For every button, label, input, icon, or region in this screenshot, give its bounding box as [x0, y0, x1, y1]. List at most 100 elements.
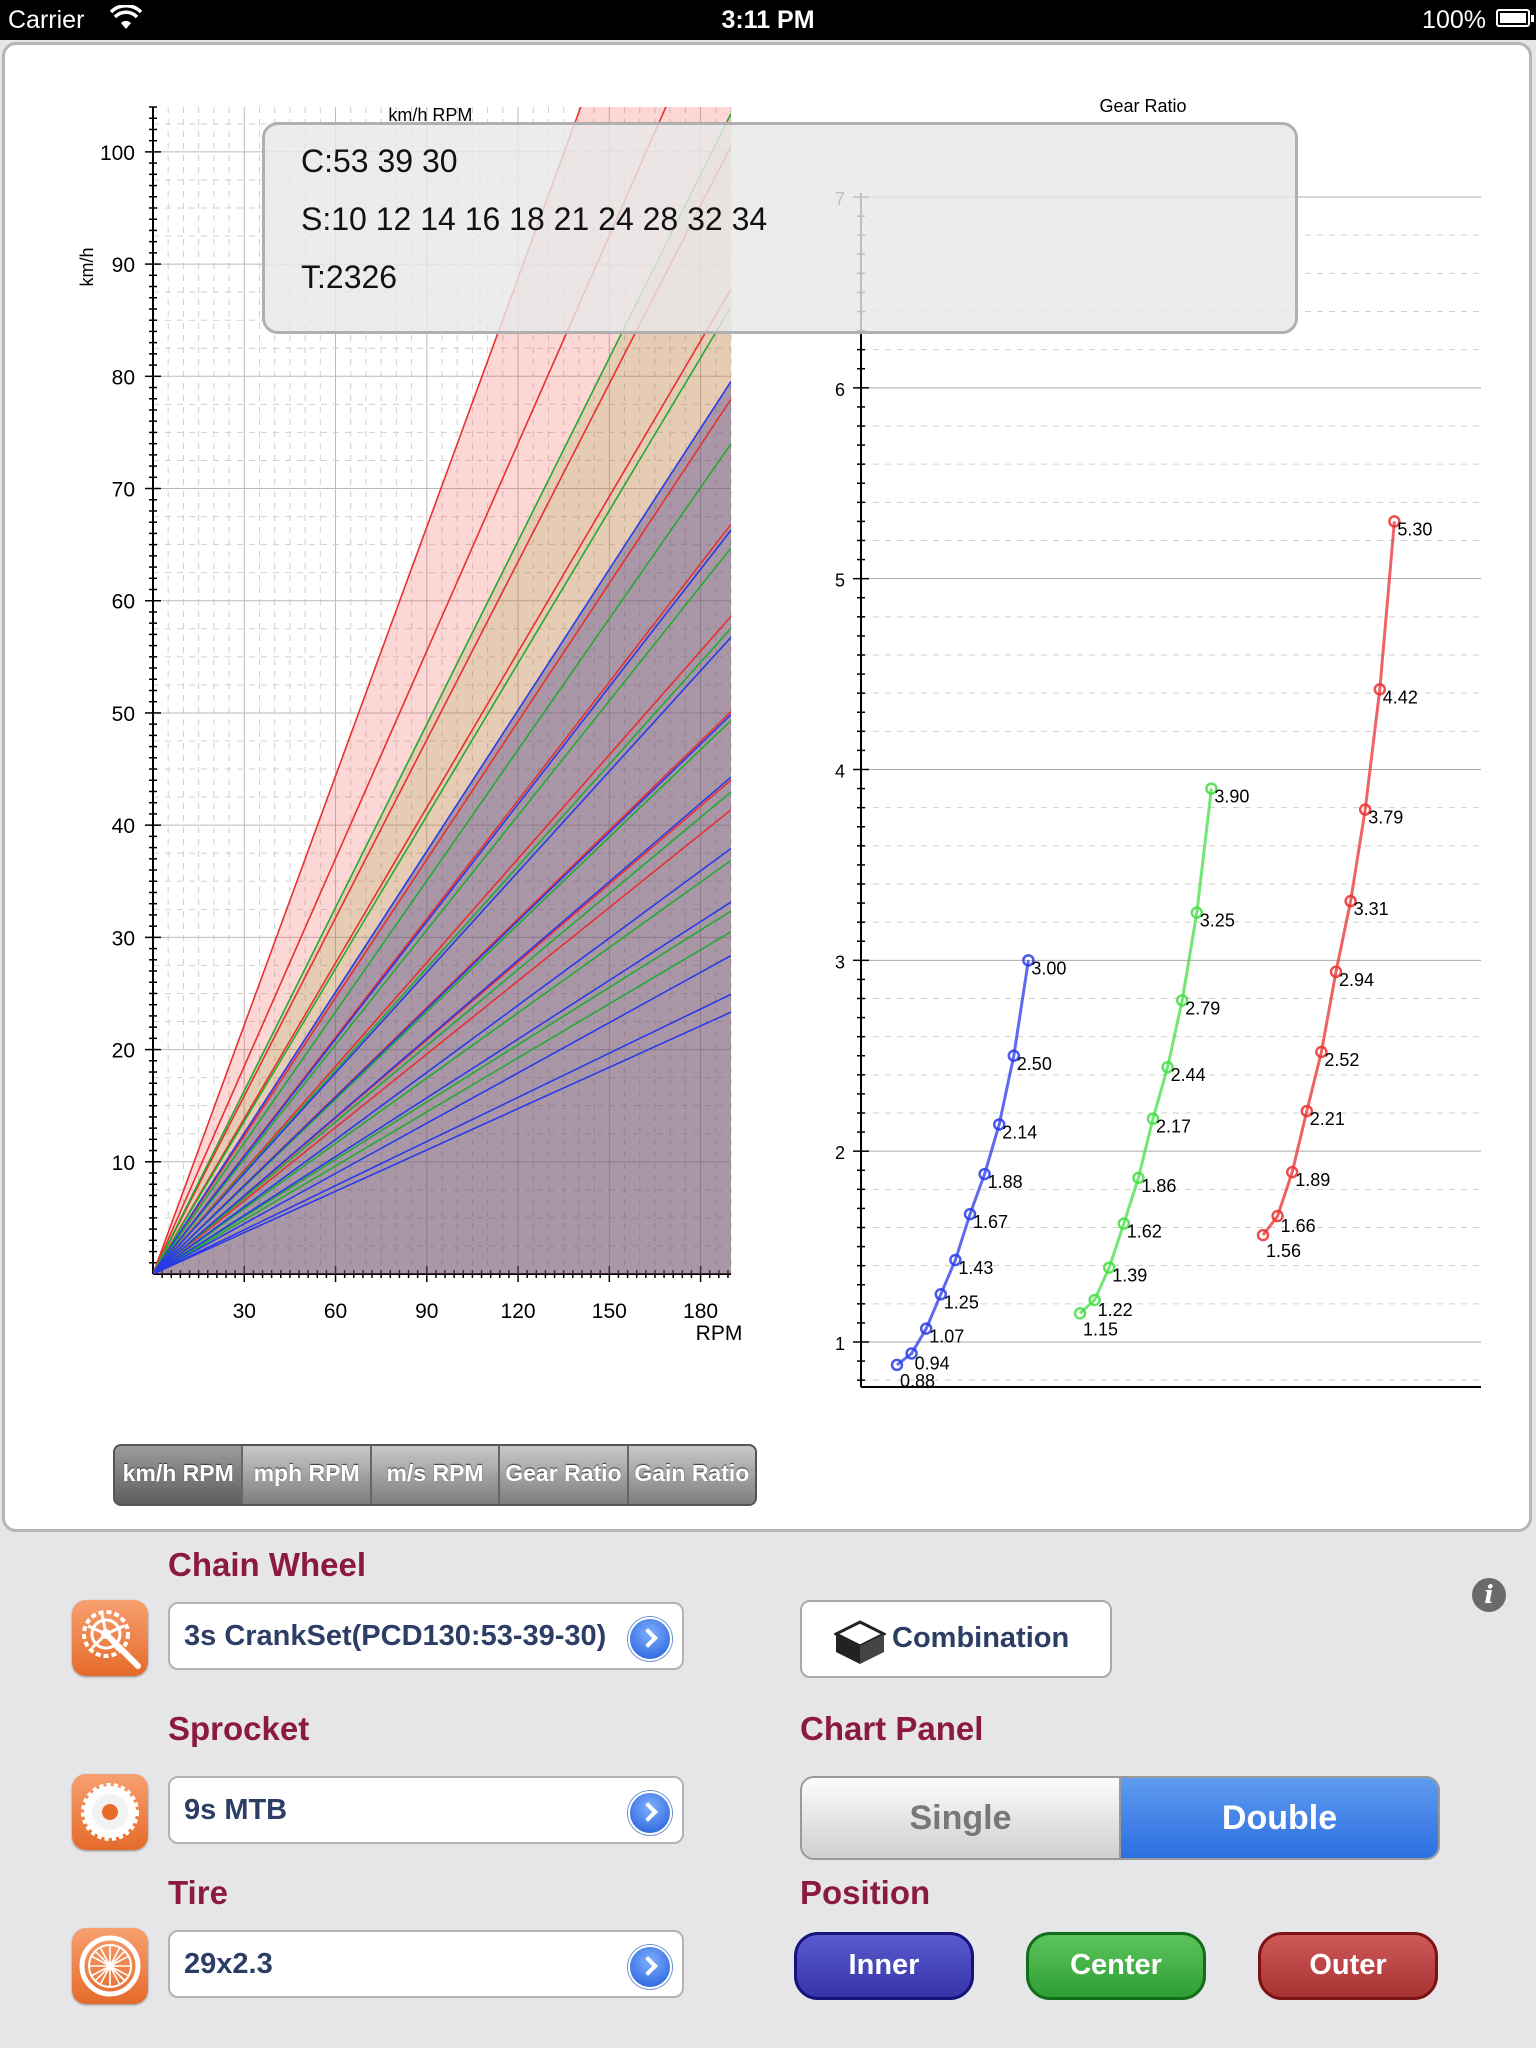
y-tick-label: 80 [112, 366, 135, 389]
gear-ratio-label: 3.90 [1214, 787, 1249, 807]
gear-ratio-label: 5.30 [1397, 519, 1432, 539]
gear-ratio-label: 1.07 [929, 1327, 964, 1347]
chart2-grid [853, 196, 1481, 1381]
speed-line [153, 529, 731, 1274]
sprocket-icon[interactable] [72, 1774, 148, 1850]
speed-line [153, 627, 731, 1274]
position-label: Position [800, 1874, 931, 1911]
chevron-right-icon[interactable] [628, 1945, 672, 1989]
tire-value: 29x2.3 [184, 1948, 273, 1980]
tire-selector[interactable]: 29x2.3 [168, 1930, 684, 1998]
chart-panel-label: Chart Panel [800, 1710, 984, 1747]
segment-single[interactable]: Single [802, 1778, 1121, 1858]
gear-ratio-label: 1.22 [1098, 1300, 1133, 1320]
gear-ratio-point [1175, 994, 1189, 1007]
speed-line [153, 809, 731, 1274]
speed-line [153, 1011, 731, 1274]
tab-gain-ratio[interactable]: Gain Ratio [634, 1460, 750, 1486]
gear-ratio-point [1088, 1293, 1101, 1307]
battery-percent: 100% [1422, 6, 1486, 34]
x-tick-label: 120 [501, 1300, 536, 1323]
gear-ratio-point [1190, 906, 1204, 919]
gear-ratio-label: 0.88 [900, 1371, 935, 1391]
segment-double[interactable]: Double [1121, 1778, 1438, 1858]
x-tick-label: 30 [233, 1300, 256, 1323]
gear-ratio-label: 2.14 [1002, 1122, 1037, 1142]
gear-ratio-point [1022, 954, 1035, 967]
gear-ratio-point [978, 1167, 991, 1181]
gear-ratio-point [1117, 1217, 1131, 1230]
gear-ratio-label: 2.94 [1339, 970, 1374, 990]
gear-ratio-series [1073, 782, 1218, 1320]
chevron-right-icon[interactable] [628, 1791, 672, 1835]
speed-line [153, 636, 731, 1274]
crankset-icon[interactable] [72, 1600, 148, 1676]
chart1-title: km/h RPM [388, 105, 472, 125]
chart2-title: Gear Ratio [1099, 96, 1186, 116]
gear-ratio-label: 1.25 [944, 1292, 979, 1312]
gear-ratio-series [890, 954, 1035, 1372]
tab-mph-rpm[interactable]: mph RPM [243, 1446, 372, 1504]
speed-line [153, 306, 731, 1274]
gear-ratio-label: 3.25 [1200, 911, 1235, 931]
gear-ratio-point [934, 1288, 948, 1301]
y-tick-label: 1 [835, 1334, 845, 1354]
gear-ratio-label: 3.00 [1031, 958, 1066, 978]
tab-km-h-rpm[interactable]: km/h RPM [115, 1446, 244, 1504]
speed-line [153, 859, 731, 1274]
chain-wheel-value: 3s CrankSet(PCD130:53-39-30) [184, 1620, 607, 1652]
info-icon[interactable]: i [1472, 1578, 1506, 1612]
cube-icon [834, 1620, 886, 1664]
gear-ratio-point [1146, 1112, 1160, 1125]
speed-line [153, 901, 731, 1274]
chain-wheel-selector[interactable]: 3s CrankSet(PCD130:53-39-30) [168, 1602, 684, 1670]
gear-ratio-line [1261, 521, 1396, 1237]
gear-ratio-label: 2.21 [1310, 1109, 1345, 1129]
y-tick-label: 70 [112, 479, 135, 502]
gear-ratio-label: 3.31 [1354, 899, 1389, 919]
y-tick-label: 20 [112, 1040, 135, 1063]
tire-label: Tire [168, 1874, 228, 1911]
speed-line [153, 145, 731, 1274]
x-tick-label: 150 [592, 1300, 627, 1323]
gear-ratio-label: 2.50 [1017, 1054, 1052, 1074]
y-tick-label: 4 [835, 762, 845, 782]
sprocket-selector[interactable]: 9s MTB [168, 1776, 684, 1844]
gear-ratio-label: 1.89 [1295, 1170, 1330, 1190]
speed-line [153, 714, 731, 1274]
gear-ratio-label: 1.67 [973, 1212, 1008, 1232]
inner-button[interactable]: Inner [794, 1932, 974, 2000]
gear-ratio-label: 1.39 [1112, 1266, 1147, 1286]
combination-button[interactable]: Combination [800, 1600, 1112, 1678]
gear-ratio-point [1132, 1171, 1145, 1185]
status-bar: Carrier 3:11 PM 100% [0, 0, 1536, 40]
gear-ratio-label: 1.86 [1141, 1176, 1176, 1196]
outer-button[interactable]: Outer [1258, 1932, 1438, 2000]
sprocket-value: 9s MTB [184, 1794, 288, 1826]
speed-line [153, 615, 731, 1274]
wheel-icon[interactable] [72, 1928, 148, 2004]
y-tick-label: 90 [112, 254, 135, 277]
carrier-label: Carrier [8, 6, 85, 34]
speed-line [153, 443, 731, 1274]
gear-ratio-point [1073, 1307, 1087, 1320]
chevron-right-icon[interactable] [628, 1617, 672, 1661]
gear-ratio-series [1256, 515, 1401, 1242]
gear-ratio-label: 1.62 [1127, 1222, 1162, 1242]
speed-line [153, 107, 582, 1274]
center-button[interactable]: Center [1026, 1932, 1206, 2000]
gear-ratio-point [1285, 1165, 1299, 1179]
sprocket-info: S:10 12 14 16 18 21 24 28 32 34 [301, 201, 768, 237]
speed-line [153, 954, 731, 1274]
tab-gear-ratio[interactable]: Gear Ratio [500, 1446, 629, 1504]
y-tick-label: 30 [112, 927, 135, 950]
gear-ratio-point [1256, 1228, 1270, 1242]
gear-ratio-point [1329, 965, 1343, 979]
x-tick-label: 90 [415, 1300, 438, 1323]
gear-ratio-line [896, 960, 1030, 1367]
speed-line [153, 791, 731, 1274]
gear-ratio-point [949, 1253, 962, 1267]
wifi-icon [109, 4, 143, 38]
chain-wheel-label: Chain Wheel [168, 1546, 367, 1583]
tab-m-s-rpm[interactable]: m/s RPM [372, 1446, 501, 1504]
